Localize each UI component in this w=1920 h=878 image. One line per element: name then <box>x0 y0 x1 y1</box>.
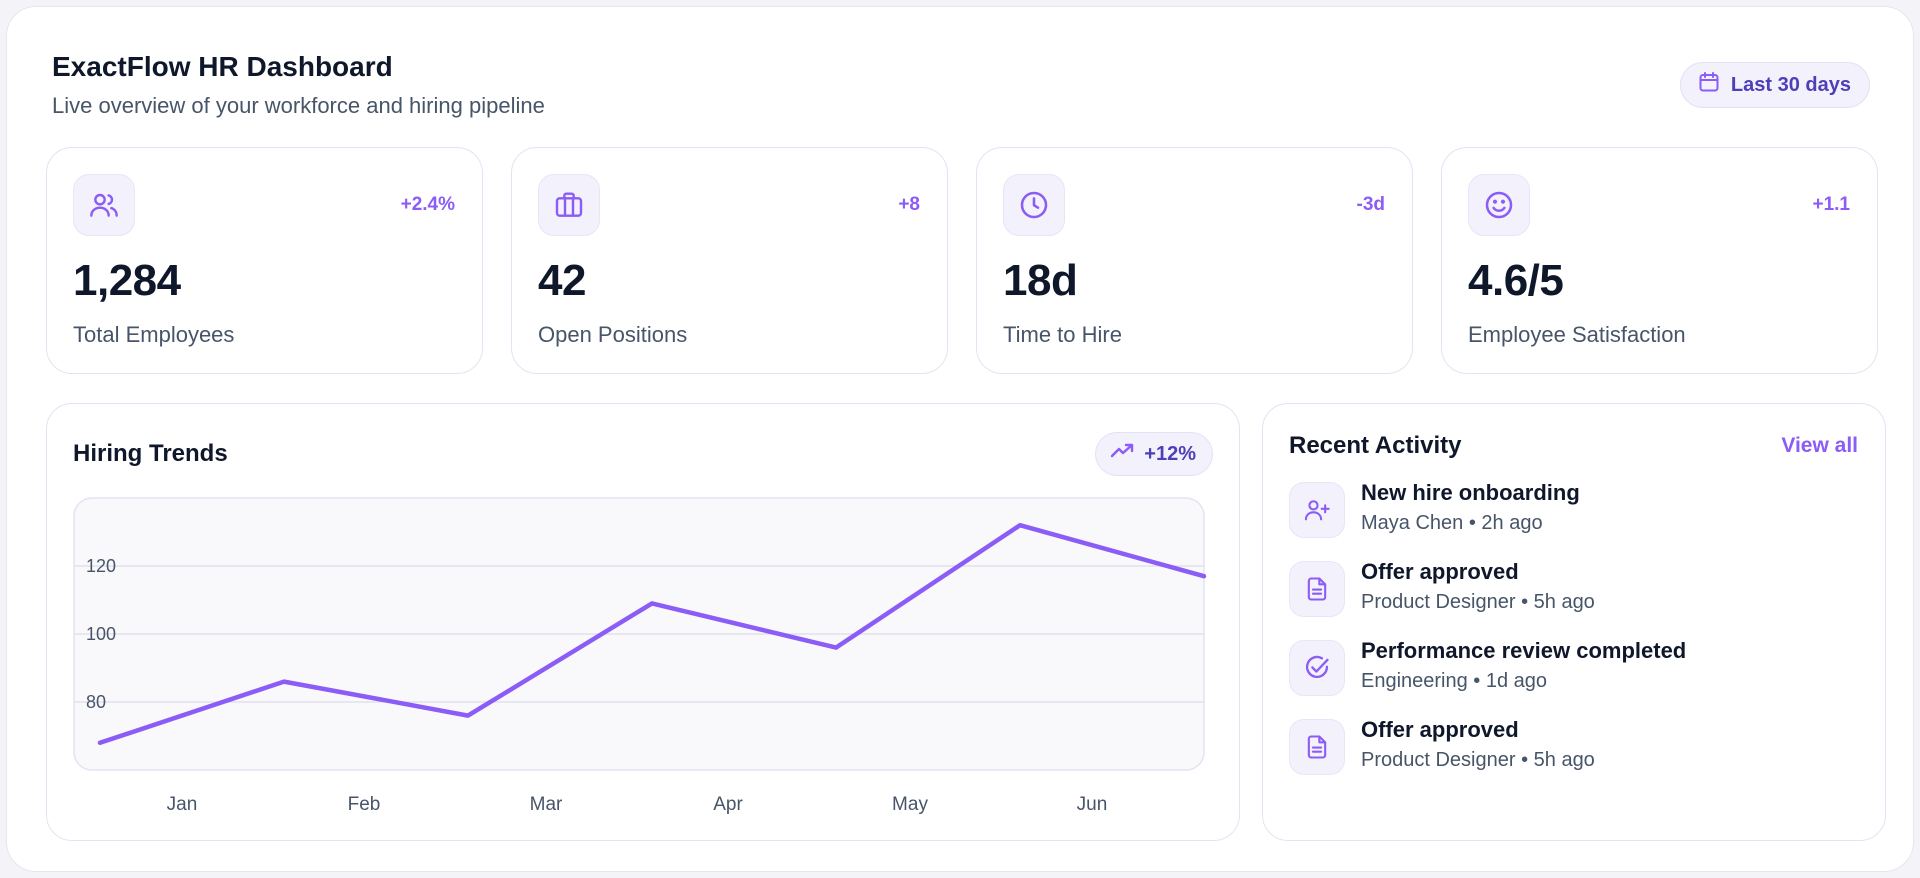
activity-item[interactable]: Offer approved Product Designer • 5h ago <box>1289 559 1829 621</box>
check-circle-icon <box>1289 640 1345 696</box>
hiring-trends-title: Hiring Trends <box>73 440 228 467</box>
activity-meta: Product Designer • 5h ago <box>1361 749 1595 771</box>
x-tick-label: May <box>892 794 928 815</box>
dashboard-frame: ExactFlow HR Dashboard Live overview of … <box>6 6 1914 872</box>
activity-meta: Product Designer • 5h ago <box>1361 591 1595 613</box>
y-tick-label: 100 <box>86 624 116 644</box>
trend-badge: +12% <box>1095 432 1213 476</box>
briefcase-icon <box>538 174 600 236</box>
kpi-value: 18d <box>1003 256 1078 305</box>
document-icon <box>1289 561 1345 617</box>
kpi-card-total-employees[interactable]: +2.4% 1,284 Total Employees <box>46 147 483 374</box>
activity-meta: Engineering • 1d ago <box>1361 670 1548 692</box>
kpi-value: 42 <box>538 256 586 305</box>
trending-up-icon <box>1110 441 1136 467</box>
clock-icon <box>1003 174 1065 236</box>
x-tick-label: Apr <box>713 794 743 815</box>
date-range-button[interactable]: Last 30 days <box>1679 62 1870 108</box>
kpi-card-open-positions[interactable]: +8 42 Open Positions <box>511 147 948 374</box>
recent-activity-panel: Recent Activity View all New hire onboar… <box>1262 403 1886 841</box>
activity-item[interactable]: Offer approved Product Designer • 5h ago <box>1289 717 1829 779</box>
smile-icon <box>1468 174 1530 236</box>
activity-title: Offer approved <box>1361 717 1519 742</box>
users-icon <box>73 174 135 236</box>
document-icon <box>1289 719 1345 775</box>
recent-activity-title: Recent Activity <box>1289 432 1462 459</box>
y-tick-label: 120 <box>86 556 116 576</box>
view-all-link[interactable]: View all <box>1781 434 1858 457</box>
x-tick-label: Jan <box>167 794 198 815</box>
kpi-label: Employee Satisfaction <box>1468 322 1686 347</box>
kpi-card-time-to-hire[interactable]: -3d 18d Time to Hire <box>976 147 1413 374</box>
page-title: ExactFlow HR Dashboard <box>52 51 393 82</box>
page-subtitle: Live overview of your workforce and hiri… <box>52 93 545 118</box>
kpi-label: Open Positions <box>538 322 688 347</box>
kpi-label: Time to Hire <box>1003 322 1122 347</box>
kpi-card-employee-satisfaction[interactable]: +1.1 4.6/5 Employee Satisfaction <box>1441 147 1878 374</box>
hiring-trends-chart: 80 100 120 Jan Feb Mar Apr May Jun <box>73 497 1207 815</box>
kpi-delta: -3d <box>1356 194 1386 215</box>
x-tick-label: Jun <box>1077 794 1108 815</box>
activity-title: New hire onboarding <box>1361 480 1580 505</box>
calendar-icon <box>1697 70 1721 100</box>
date-range-label: Last 30 days <box>1730 73 1851 96</box>
kpi-label: Total Employees <box>73 322 235 347</box>
activity-title: Offer approved <box>1361 559 1519 584</box>
kpi-delta: +1.1 <box>1812 194 1850 215</box>
trend-badge-value: +12% <box>1144 442 1196 465</box>
kpi-delta: +2.4% <box>400 194 455 215</box>
y-tick-label: 80 <box>86 692 106 712</box>
hiring-trends-panel: Hiring Trends +12% 80 100 120 Jan Feb Mar Apr… <box>46 403 1240 841</box>
kpi-value: 1,284 <box>73 256 181 305</box>
series-line <box>97 522 1207 746</box>
user-plus-icon <box>1289 482 1345 538</box>
kpi-value: 4.6/5 <box>1468 256 1564 305</box>
activity-meta: Maya Chen • 2h ago <box>1361 512 1543 534</box>
kpi-delta: +8 <box>898 194 920 215</box>
x-tick-label: Mar <box>530 794 563 815</box>
activity-item[interactable]: New hire onboarding Maya Chen • 2h ago <box>1289 480 1829 542</box>
x-tick-label: Feb <box>348 794 381 815</box>
activity-title: Performance review completed <box>1361 638 1687 663</box>
activity-item[interactable]: Performance review completed Engineering… <box>1289 638 1829 700</box>
